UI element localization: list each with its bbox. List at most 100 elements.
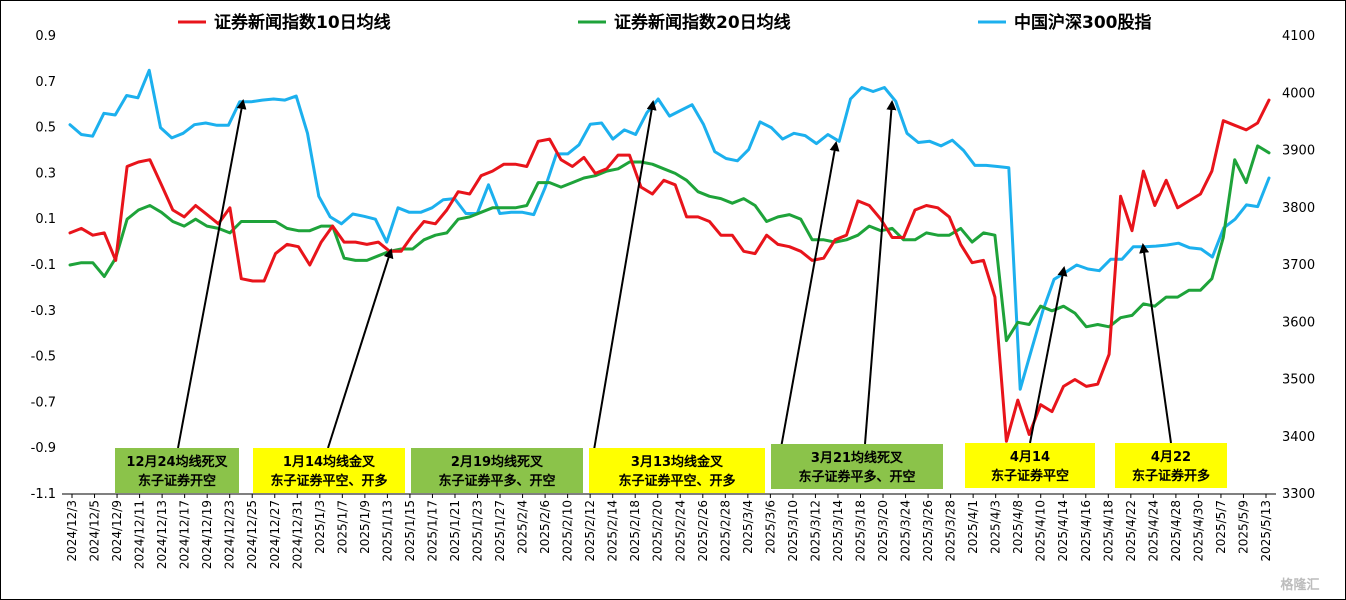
annotation-line2: 东子证券平多、开空 bbox=[438, 473, 555, 489]
x-tick-label: 2025/2/18 bbox=[628, 500, 642, 562]
series-line-1 bbox=[68, 144, 1271, 343]
y-left-tick-label: 0.9 bbox=[35, 29, 56, 44]
x-tick-label: 2025/2/12 bbox=[583, 500, 597, 562]
x-tick-label: 2024/12/11 bbox=[133, 500, 147, 569]
x-tick-label: 2025/4/10 bbox=[1034, 500, 1048, 562]
y-right-tick-label: 3700 bbox=[1282, 258, 1315, 273]
x-tick-label: 2025/4/24 bbox=[1146, 500, 1160, 562]
x-tick-label: 2025/2/24 bbox=[673, 500, 687, 562]
annotation-arrow-1 bbox=[327, 248, 394, 449]
x-tick-label: 2025/1/3 bbox=[313, 500, 327, 554]
x-tick-label: 2024/12/17 bbox=[178, 500, 192, 569]
x-tick-label: 2024/12/13 bbox=[155, 500, 169, 569]
x-tick-label: 2025/5/9 bbox=[1236, 500, 1250, 554]
x-tick-label: 2024/12/19 bbox=[200, 500, 214, 569]
x-tick-label: 2024/12/5 bbox=[88, 500, 102, 562]
x-tick-label: 2025/5/7 bbox=[1214, 500, 1228, 554]
x-tick-label: 2025/2/14 bbox=[606, 500, 620, 562]
x-tick-label: 2025/2/28 bbox=[718, 500, 732, 562]
y-right-tick-label: 4100 bbox=[1282, 29, 1315, 44]
x-tick-label: 2025/4/16 bbox=[1079, 500, 1093, 562]
x-tick-label: 2025/1/9 bbox=[358, 500, 372, 554]
series-line-0 bbox=[68, 98, 1271, 443]
x-tick-label: 2025/4/3 bbox=[989, 500, 1003, 554]
y-left-tick-label: -0.5 bbox=[31, 350, 56, 365]
x-tick-label: 2025/3/4 bbox=[741, 500, 755, 554]
series-line-2 bbox=[68, 68, 1271, 391]
x-tick-label: 2025/2/26 bbox=[696, 500, 710, 562]
x-tick-label: 2025/2/20 bbox=[651, 500, 665, 562]
annotation-box-bg bbox=[965, 443, 1095, 488]
x-tick-label: 2025/1/7 bbox=[335, 500, 349, 554]
annotation-box-5: 4月14 东子证券平空 bbox=[965, 443, 1095, 488]
annotation-line1: 2月19均线死叉 bbox=[451, 454, 544, 470]
axes: 0.9 0.7 0.5 0.3 0.1 -0.1 -0.3 -0.5 -0.7 -0.9 -1.1 4… bbox=[31, 29, 1315, 569]
x-tick-label: 2025/1/17 bbox=[425, 500, 439, 562]
x-tick-label: 2024/12/3 bbox=[65, 500, 79, 562]
x-tick-label: 2025/3/6 bbox=[763, 500, 777, 554]
y-left-tick-label: -0.7 bbox=[31, 395, 56, 410]
annotation-line1: 3月21均线死叉 bbox=[811, 450, 904, 466]
y-right-tick-label: 3600 bbox=[1282, 315, 1315, 330]
annotation-line2: 东子证券平空、开多 bbox=[270, 473, 387, 489]
x-tick-label: 2024/12/23 bbox=[223, 500, 237, 569]
x-tick-label: 2025/1/23 bbox=[471, 500, 485, 562]
x-tick-label: 2025/3/24 bbox=[899, 500, 913, 562]
annotation-line1: 12月24均线死叉 bbox=[126, 454, 228, 470]
x-tick-label: 2025/4/18 bbox=[1101, 500, 1115, 562]
x-tick-label: 2025/3/20 bbox=[876, 500, 890, 562]
x-tick-label: 2025/3/26 bbox=[921, 500, 935, 562]
y-left-tick-label: 0.7 bbox=[35, 75, 56, 90]
y-right-tick-label: 3800 bbox=[1282, 201, 1315, 216]
y-right-tick-label: 4000 bbox=[1282, 86, 1315, 101]
watermark: 格隆汇 bbox=[1280, 577, 1319, 593]
series-group bbox=[68, 68, 1271, 443]
annotation-line1: 3月13均线金叉 bbox=[631, 454, 724, 470]
annotation-line2: 东子证券开多 bbox=[1132, 468, 1210, 484]
annotation-arrow-5 bbox=[1029, 266, 1068, 444]
y-left-tick-label: 0.1 bbox=[35, 212, 56, 227]
x-tick-label: 2024/12/9 bbox=[110, 500, 124, 562]
x-tick-label: 2024/12/27 bbox=[268, 500, 282, 569]
x-tick-label: 2025/1/21 bbox=[448, 500, 462, 562]
annotation-box-bg bbox=[771, 444, 943, 489]
x-tick-label: 2025/4/14 bbox=[1056, 500, 1070, 562]
legend-label-0: 证券新闻指数10日均线 bbox=[214, 12, 391, 33]
y-right-tick-label: 3500 bbox=[1282, 373, 1315, 388]
x-tick-label: 2024/12/25 bbox=[245, 500, 259, 569]
x-tick-label: 2025/1/15 bbox=[403, 500, 417, 562]
x-tick-label: 2025/2/10 bbox=[561, 500, 575, 562]
annotation-box-bg bbox=[115, 448, 239, 493]
annotation-box-6: 4月22 东子证券开多 bbox=[1115, 443, 1227, 488]
annotation-arrow-0 bbox=[177, 99, 247, 449]
x-tick-label: 2025/4/1 bbox=[966, 500, 980, 554]
x-tick-label: 2025/3/18 bbox=[853, 500, 867, 562]
annotation-line1: 4月22 bbox=[1151, 450, 1191, 465]
x-tick-label: 2025/3/10 bbox=[786, 500, 800, 562]
y-left-tick-label: -1.1 bbox=[31, 487, 56, 502]
annotation-line2: 东子证券开空 bbox=[138, 473, 216, 489]
annotation-line1: 4月14 bbox=[1010, 450, 1050, 465]
x-tick-label: 2025/1/27 bbox=[493, 500, 507, 562]
y-left-tick-label: -0.9 bbox=[31, 441, 56, 456]
annotation-arrow-6 bbox=[1139, 243, 1172, 444]
y-left-tick-label: 0.3 bbox=[35, 166, 56, 181]
x-tick-label: 2025/3/12 bbox=[808, 500, 822, 562]
annotation-arrow-4 bbox=[864, 100, 897, 445]
annotation-arrows bbox=[177, 99, 1172, 471]
x-tick-label: 2025/4/22 bbox=[1124, 500, 1138, 562]
annotation-box-bg bbox=[589, 448, 765, 493]
annotation-box-bg bbox=[253, 448, 405, 493]
annotation-line2: 东子证券平空、开多 bbox=[618, 473, 735, 489]
x-tick-label: 2025/2/6 bbox=[538, 500, 552, 554]
annotation-box-bg bbox=[1115, 443, 1227, 488]
x-tick-label: 2025/1/13 bbox=[380, 500, 394, 562]
